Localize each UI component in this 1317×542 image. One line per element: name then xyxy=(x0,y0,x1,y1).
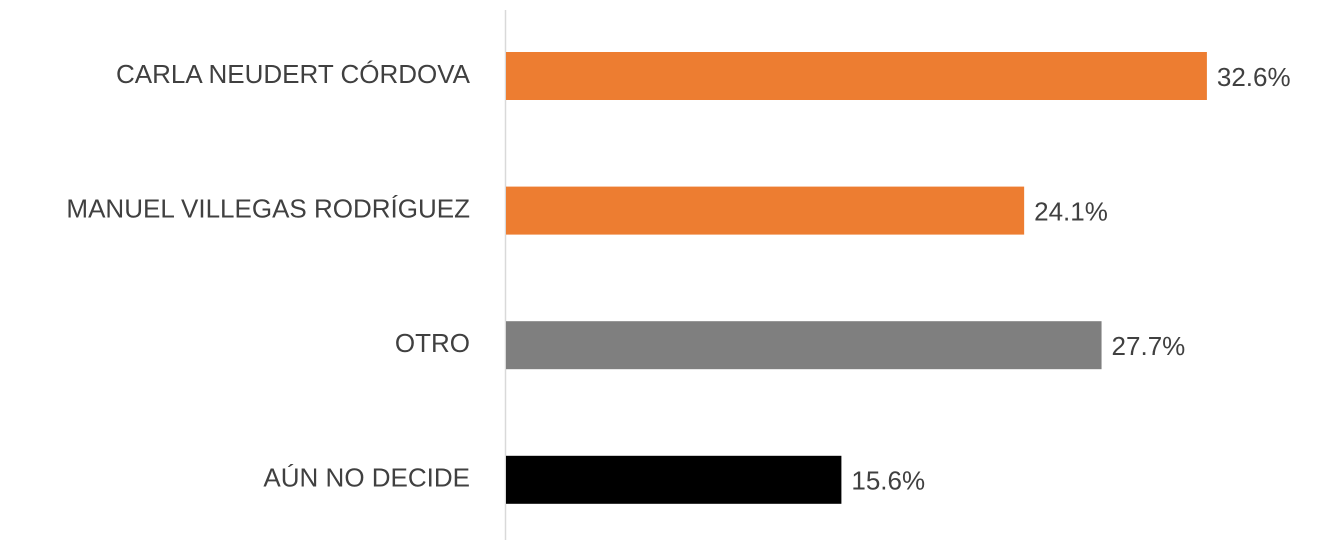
bar xyxy=(506,455,842,504)
value-label: 27.7% xyxy=(1112,331,1186,361)
bar xyxy=(506,186,1025,235)
bar xyxy=(506,321,1102,370)
category-label: MANUEL VILLEGAS RODRÍGUEZ xyxy=(66,193,470,223)
value-label: 32.6% xyxy=(1217,62,1291,92)
category-label: AÚN NO DECIDE xyxy=(263,463,470,493)
category-label: CARLA NEUDERT CÓRDOVA xyxy=(116,59,471,89)
value-label: 15.6% xyxy=(851,466,925,496)
bar xyxy=(506,52,1207,100)
category-label: OTRO xyxy=(395,328,470,358)
value-label: 24.1% xyxy=(1034,196,1108,226)
